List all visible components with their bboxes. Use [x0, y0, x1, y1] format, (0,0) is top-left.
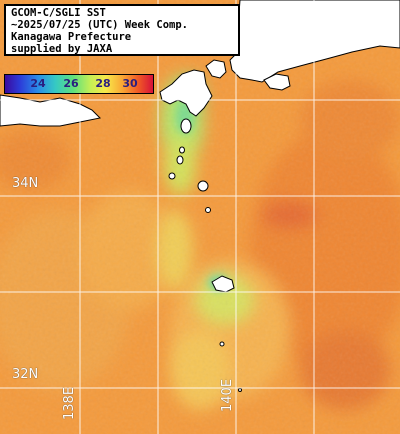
colorbar-label-24: 24 — [30, 77, 46, 90]
lon-label-138e: 138E — [62, 386, 77, 420]
land-mass — [0, 0, 400, 127]
title-line-3: Kanagawa Prefecture — [11, 31, 132, 43]
temperature-colorbar: 24 26 28 30 — [4, 74, 154, 94]
colorbar-label-28: 28 — [95, 77, 111, 90]
honshu-coast — [229, 0, 400, 83]
island-aogashima — [219, 341, 225, 347]
boso-tip — [263, 73, 291, 91]
lon-label-140e: 140E — [220, 378, 235, 412]
island-mikurajima — [205, 207, 211, 213]
colorbar-label-26: 26 — [63, 77, 79, 90]
island-kozushima — [168, 172, 176, 180]
island-hachijojima — [211, 275, 235, 293]
lat-label-32n: 32N — [12, 367, 39, 382]
island-niijima — [176, 155, 184, 165]
lat-label-34n: 34N — [12, 176, 39, 191]
island-izu-oshima — [180, 118, 192, 134]
sagami-coast — [205, 59, 227, 79]
map-title-box: GCOM-C/SGLI SST ~2025/07/25 (UTC) Week C… — [4, 4, 240, 56]
island-toshima — [179, 146, 185, 154]
colorbar-label-30: 30 — [122, 77, 138, 90]
west-coast — [0, 94, 102, 127]
island-small — [238, 388, 242, 392]
title-line-4: supplied by JAXA — [11, 43, 113, 55]
izu-peninsula — [159, 69, 213, 117]
title-line-2: ~2025/07/25 (UTC) Week Comp. — [11, 19, 189, 31]
islands — [168, 118, 242, 392]
island-miyakejima — [197, 180, 209, 192]
title-line-1: GCOM-C/SGLI SST — [11, 7, 106, 19]
